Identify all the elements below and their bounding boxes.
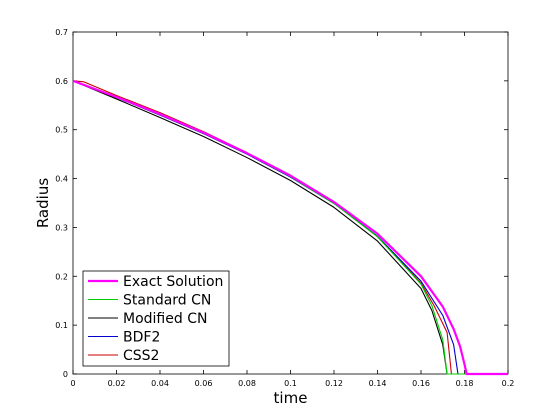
- y-tick-label: 0.4: [55, 175, 68, 184]
- x-tick-label: 0.1: [284, 379, 297, 388]
- x-tick-label: 0.18: [456, 379, 474, 388]
- x-axis: 0 0.02 0.04 0.06 0.08 0.1 0.12 0.14 0.16 0.18 0.2: [70, 32, 514, 388]
- legend-label-css2: CSS2: [123, 348, 159, 364]
- x-axis-label: time: [274, 389, 308, 407]
- y-axis-label: Radius: [34, 178, 52, 228]
- legend: Exact Solution Standard CN Modified CN BDF2…: [82, 270, 230, 367]
- legend-label-modified-cn: Modified CN: [123, 311, 207, 327]
- x-tick-label: 0: [70, 379, 75, 388]
- x-tick-label: 0.04: [151, 379, 169, 388]
- series-line-exact-solution: [72, 79, 508, 376]
- x-tick-label: 0.12: [325, 379, 343, 388]
- y-tick-label: 0.6: [55, 77, 68, 86]
- legend-label-exact-solution: Exact Solution: [123, 274, 223, 290]
- series-layer: [72, 79, 508, 376]
- x-tick-label: 0.2: [502, 379, 515, 388]
- x-tick-label: 0.08: [238, 379, 256, 388]
- y-tick-label: 0.5: [55, 126, 68, 135]
- x-tick-label: 0.16: [412, 379, 430, 388]
- y-tick-label: 0.3: [55, 223, 68, 232]
- series-line-modified-cn: [72, 80, 508, 375]
- y-axis: 0 0.1 0.2 0.3 0.4 0.5 0.6 0.7: [55, 28, 508, 379]
- y-tick-label: 0.7: [55, 28, 68, 37]
- x-tick-label: 0.06: [195, 379, 213, 388]
- x-tick-label: 0.02: [108, 379, 126, 388]
- legend-label-bdf2: BDF2: [123, 330, 160, 346]
- x-tick-label: 0.14: [369, 379, 387, 388]
- y-tick-label: 0.1: [55, 321, 68, 330]
- y-tick-label: 0: [63, 370, 68, 379]
- legend-label-standard-cn: Standard CN: [123, 293, 211, 309]
- y-tick-label: 0.2: [55, 272, 68, 281]
